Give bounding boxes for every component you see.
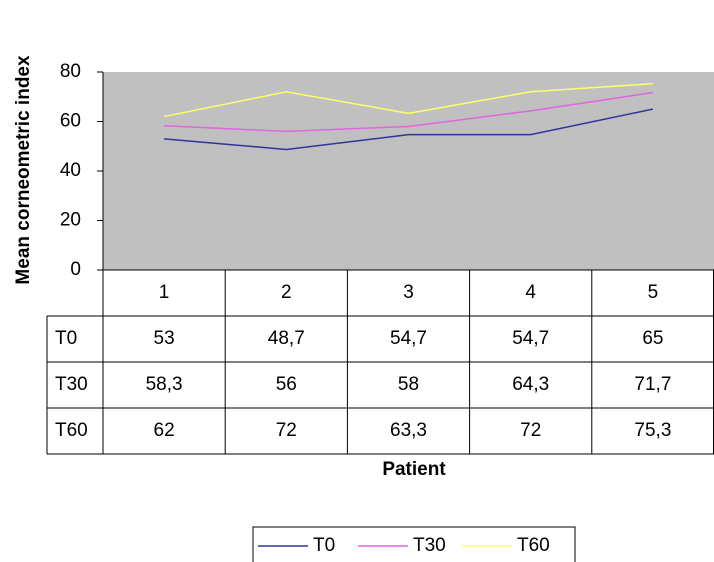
legend-label: T60 <box>517 535 550 556</box>
y-tick-label: 0 <box>70 259 81 280</box>
table-cell: 62 <box>154 420 175 441</box>
table-cell: 72 <box>520 420 541 441</box>
row-label: T60 <box>55 420 88 441</box>
series-line <box>164 91 654 133</box>
x-tick-label: 5 <box>648 282 659 303</box>
table-cell: 75,3 <box>634 420 671 441</box>
y-tick-label: 80 <box>60 61 81 82</box>
table-cell: 63,3 <box>390 420 427 441</box>
x-tick-label: 4 <box>525 282 536 303</box>
x-tick-label: 1 <box>159 282 170 303</box>
table-cell: 53 <box>154 328 175 349</box>
table-cell: 54,7 <box>512 328 549 349</box>
table-cell: 56 <box>276 374 297 395</box>
x-axis-label: Patient <box>382 459 446 480</box>
table-cell: 58 <box>398 374 419 395</box>
table-cell: 48,7 <box>268 328 305 349</box>
legend-label: T0 <box>313 535 335 556</box>
row-label: T0 <box>55 328 77 349</box>
legend-box <box>252 526 576 562</box>
y-tick-label: 20 <box>60 210 81 231</box>
table-cell: 65 <box>642 328 663 349</box>
legend-label: T30 <box>413 535 446 556</box>
y-axis-label: Mean corneometric index <box>13 55 34 285</box>
y-tick-label: 40 <box>60 160 81 181</box>
table-cell: 64,3 <box>512 374 549 395</box>
y-tick-label: 60 <box>60 111 81 132</box>
x-tick-label: 3 <box>403 282 414 303</box>
table-cell: 71,7 <box>634 374 671 395</box>
table-cell: 54,7 <box>390 328 427 349</box>
plot-area <box>103 72 714 270</box>
x-tick-label: 2 <box>281 282 292 303</box>
row-label: T30 <box>55 374 88 395</box>
table-cell: 72 <box>276 420 297 441</box>
series-line <box>163 82 653 118</box>
series-line <box>164 108 654 151</box>
table-cell: 58,3 <box>146 374 183 395</box>
